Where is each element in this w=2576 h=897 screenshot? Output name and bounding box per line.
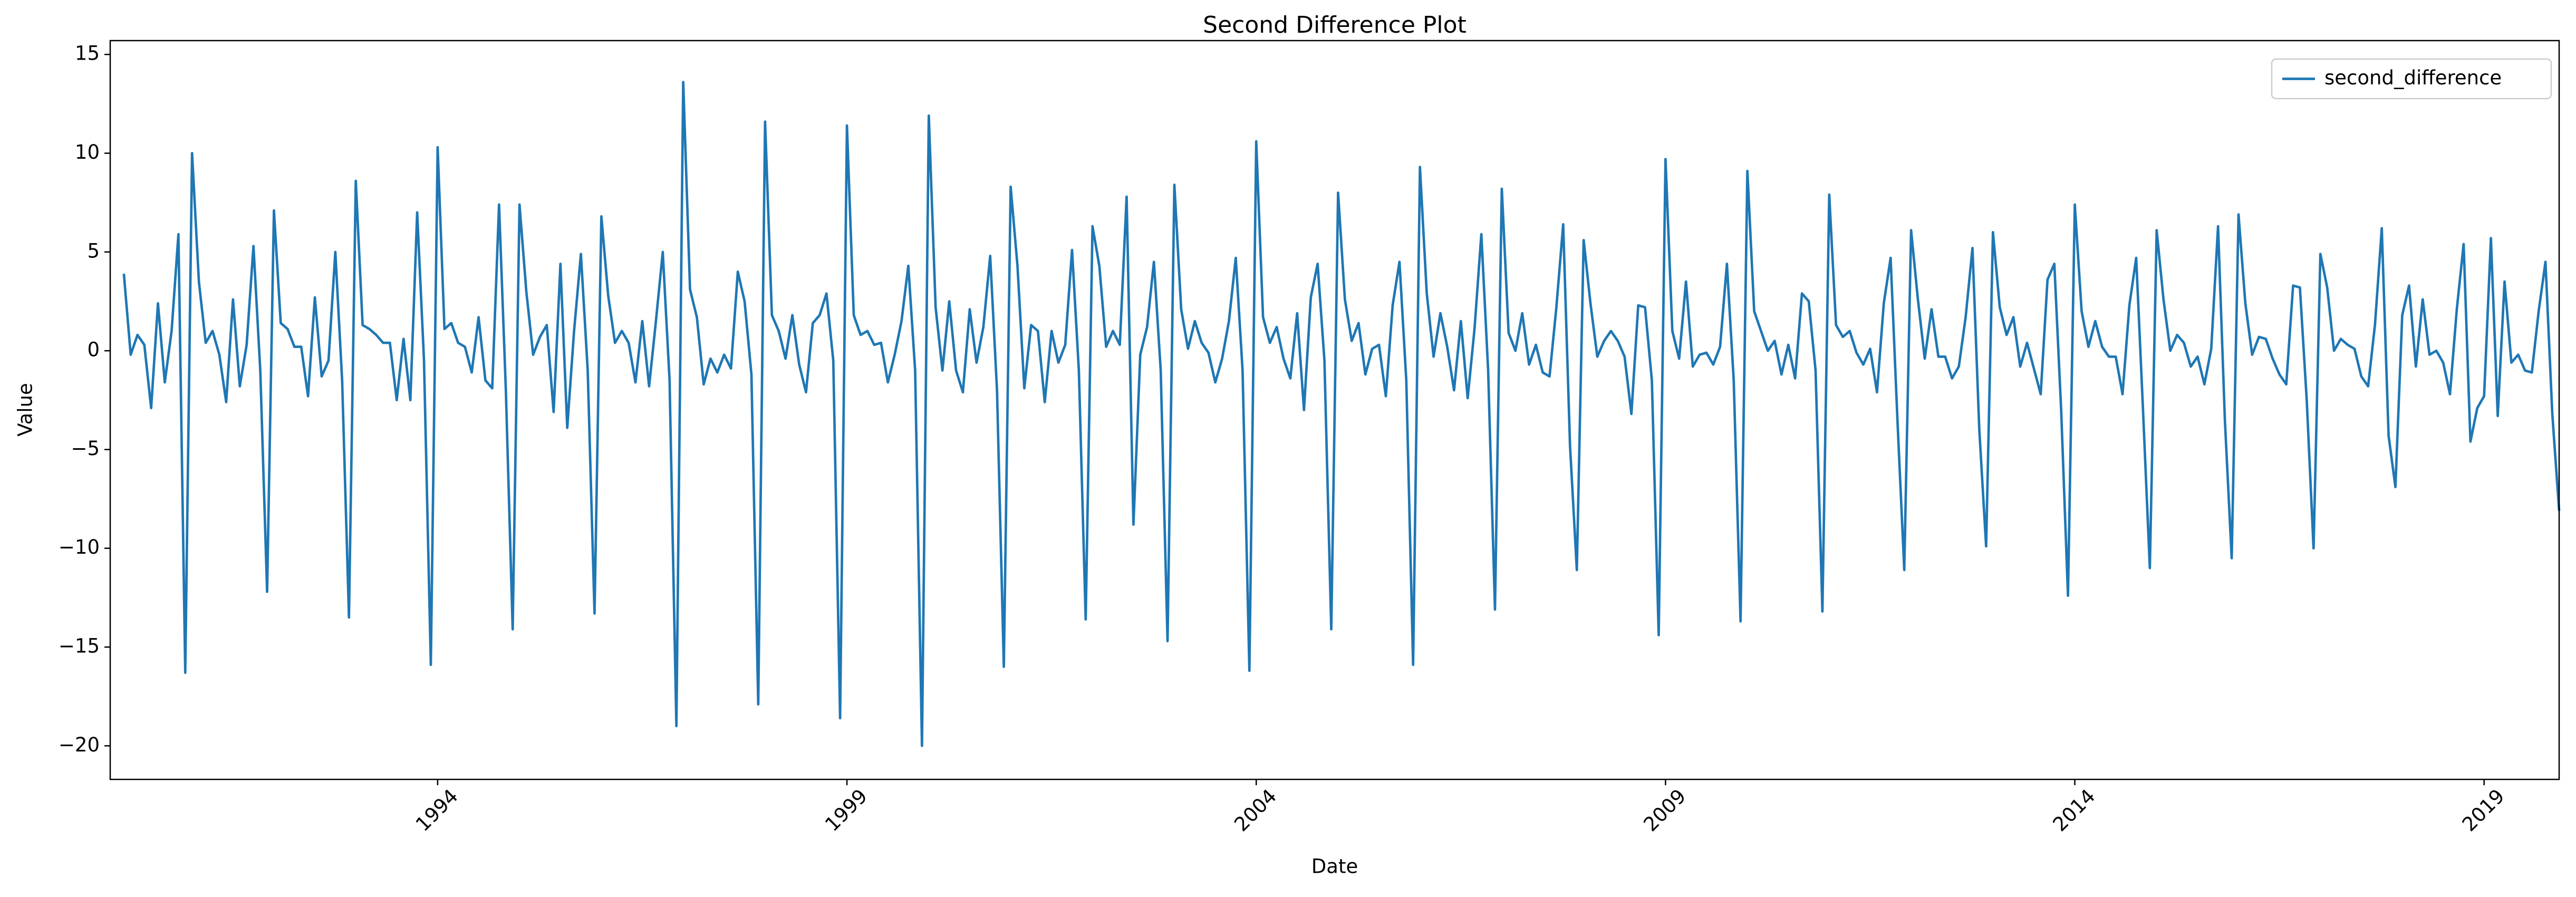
y-tick-label: 5	[87, 239, 100, 262]
y-tick-label: 10	[75, 141, 100, 163]
y-tick-label: 15	[75, 42, 100, 65]
x-axis-label: Date	[1311, 855, 1358, 878]
chart-title: Second Difference Plot	[1203, 12, 1467, 38]
legend-label: second_difference	[2324, 66, 2502, 89]
data-line	[122, 81, 2561, 747]
y-tick-label: −20	[59, 734, 100, 756]
y-tick-label: 0	[87, 339, 100, 361]
legend-box	[2271, 58, 2552, 100]
y-tick-label: −10	[59, 536, 100, 558]
plot-frame	[109, 40, 2560, 780]
legend: second_difference	[2271, 58, 2552, 100]
y-axis-label: Value	[14, 383, 37, 437]
y-tick-label: −15	[59, 635, 100, 658]
y-tick-label: −5	[71, 437, 100, 460]
